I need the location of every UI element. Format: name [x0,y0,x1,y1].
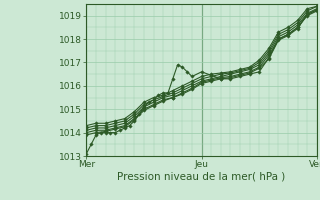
X-axis label: Pression niveau de la mer( hPa ): Pression niveau de la mer( hPa ) [117,172,286,182]
